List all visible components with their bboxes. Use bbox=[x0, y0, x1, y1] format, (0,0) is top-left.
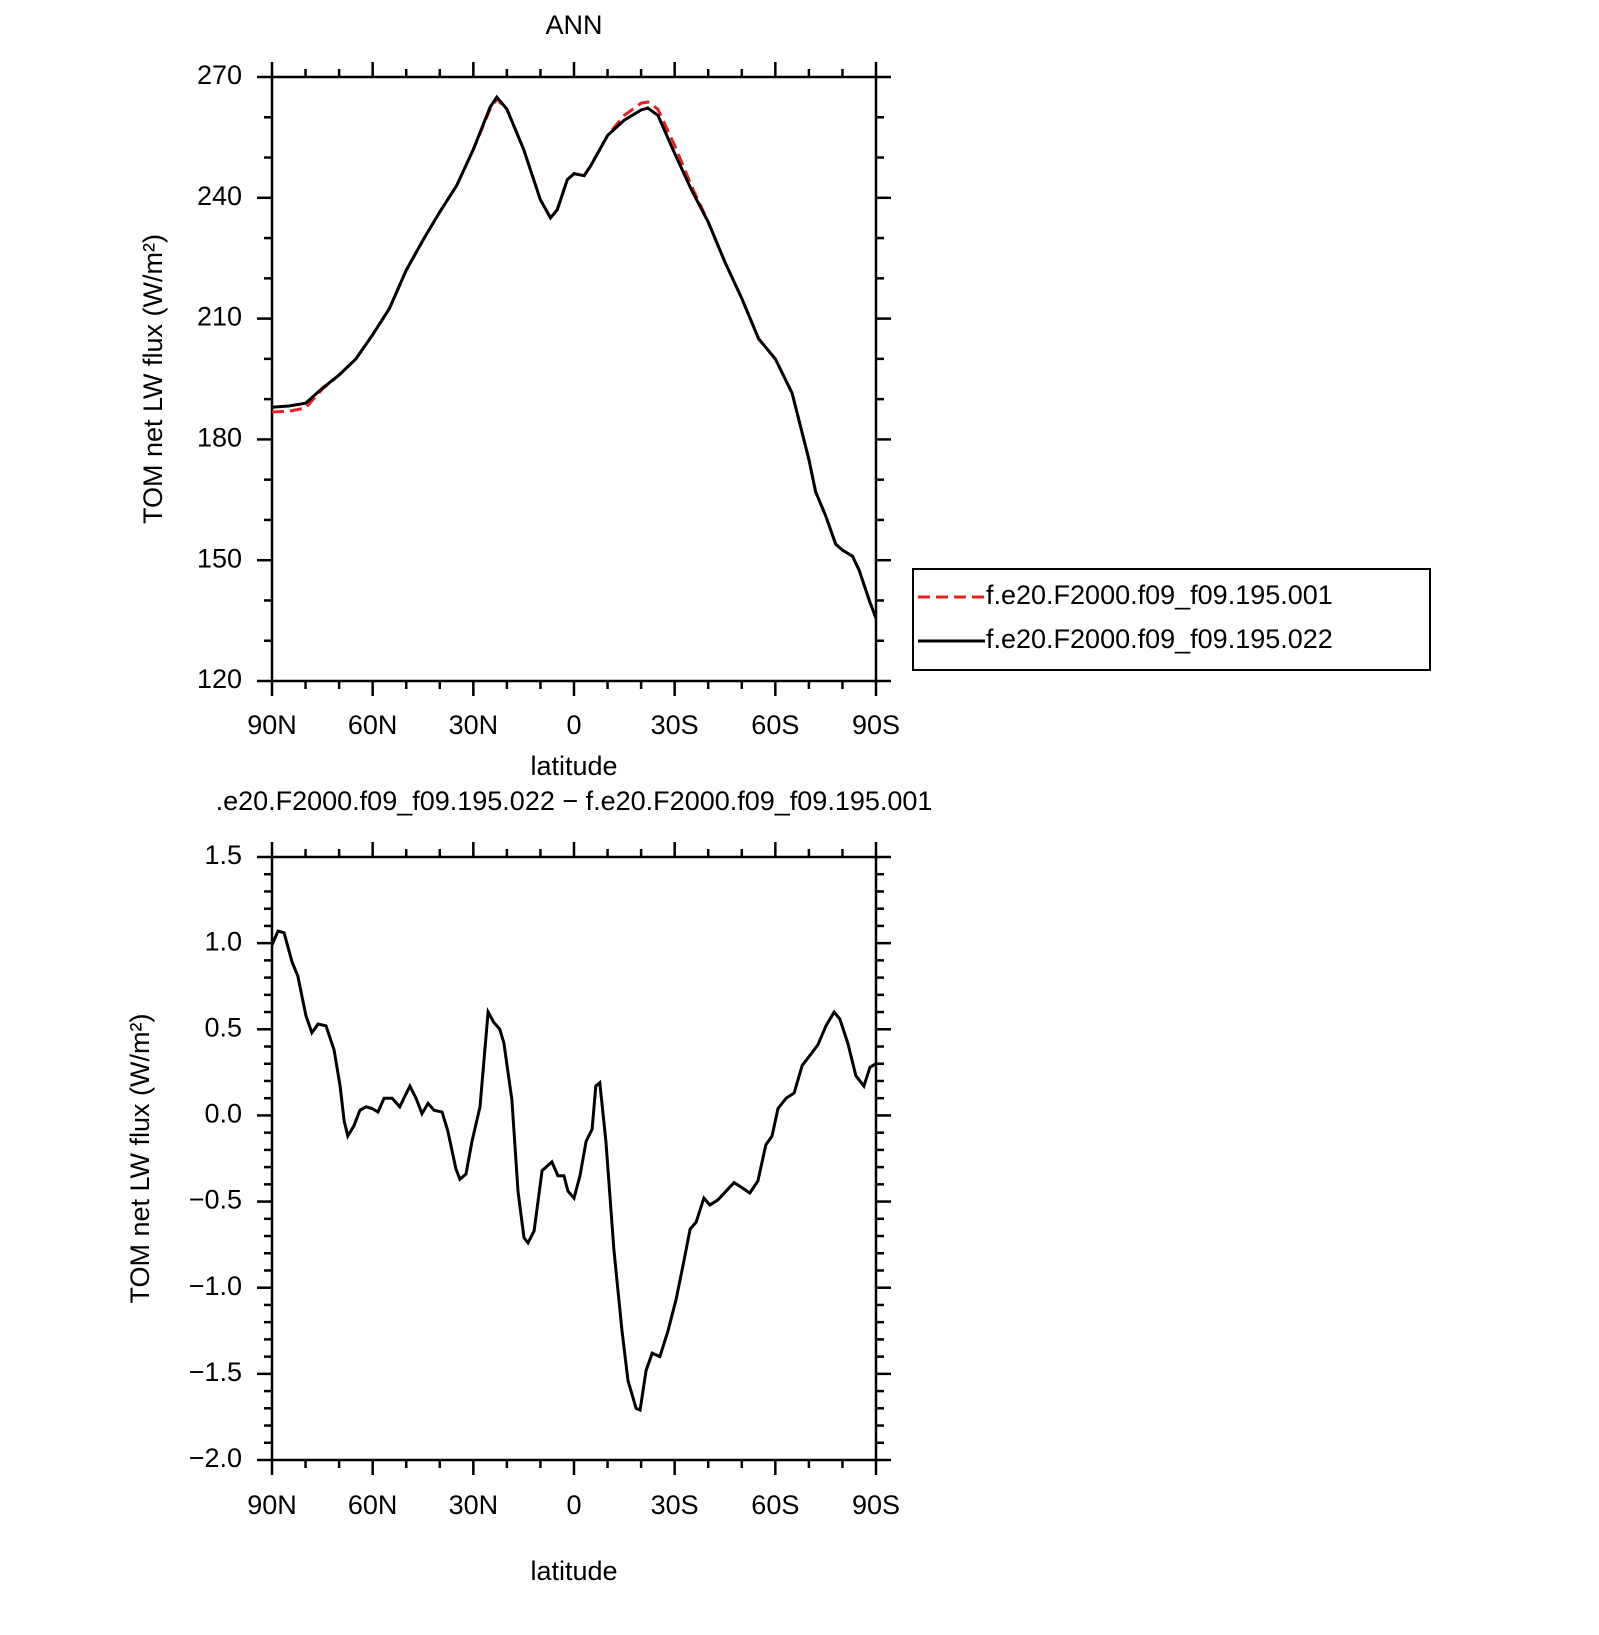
y-axis-title: TOM net LW flux (W/m²) bbox=[138, 234, 168, 524]
x-tick-label: 30N bbox=[449, 710, 499, 740]
legend-box bbox=[912, 568, 1431, 671]
series-line bbox=[271, 94, 878, 619]
y-tick-label: 150 bbox=[197, 543, 242, 573]
x-tick-label: 90S bbox=[852, 710, 900, 740]
y-tick-label: 120 bbox=[197, 664, 242, 694]
x-axis-title: latitude bbox=[530, 751, 617, 781]
y-tick-label: 210 bbox=[197, 302, 242, 332]
y-tick-label: 180 bbox=[197, 423, 242, 453]
x-tick-label: 90N bbox=[247, 1490, 297, 1520]
x-axis-title: latitude bbox=[530, 1556, 617, 1586]
plot-frame bbox=[270, 855, 878, 1462]
legend-label: f.e20.F2000.f09_f09.195.001 bbox=[986, 580, 1333, 610]
y-tick-label: 240 bbox=[197, 181, 242, 211]
y-tick-label: 270 bbox=[197, 60, 242, 90]
x-tick-label: 30S bbox=[651, 1490, 699, 1520]
x-tick-label: 60S bbox=[751, 710, 799, 740]
legend-label: f.e20.F2000.f09_f09.195.022 bbox=[986, 624, 1333, 654]
y-tick-label: 0.0 bbox=[204, 1099, 242, 1129]
x-tick-label: 90S bbox=[852, 1490, 900, 1520]
y-tick-label: 1.0 bbox=[204, 926, 242, 956]
x-tick-label: 60S bbox=[751, 1490, 799, 1520]
y-tick-label: 0.5 bbox=[204, 1012, 242, 1042]
y-tick-label: −2.0 bbox=[189, 1443, 242, 1473]
x-tick-label: 0 bbox=[566, 1490, 581, 1520]
series-line bbox=[271, 96, 878, 619]
x-tick-label: 60N bbox=[348, 710, 398, 740]
series-line bbox=[270, 929, 877, 1413]
y-axis-title: TOM net LW flux (W/m²) bbox=[125, 1014, 155, 1304]
y-tick-label: −1.5 bbox=[189, 1357, 242, 1387]
x-tick-label: 90N bbox=[247, 710, 297, 740]
chart-title: ANN bbox=[545, 10, 602, 40]
y-tick-label: −1.0 bbox=[189, 1271, 242, 1301]
x-tick-label: 30N bbox=[449, 1490, 499, 1520]
y-tick-label: −0.5 bbox=[189, 1185, 242, 1215]
chart-title: .e20.F2000.f09_f09.195.022 − f.e20.F2000… bbox=[216, 786, 933, 816]
x-tick-label: 60N bbox=[348, 1490, 398, 1520]
x-tick-label: 30S bbox=[651, 710, 699, 740]
x-tick-label: 0 bbox=[566, 710, 581, 740]
y-tick-label: 1.5 bbox=[204, 840, 242, 870]
